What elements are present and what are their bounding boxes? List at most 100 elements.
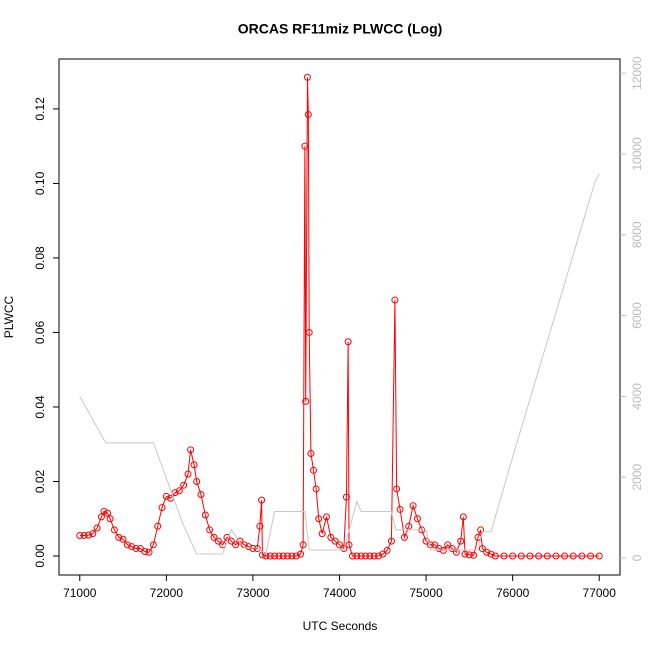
data-point	[310, 466, 318, 474]
plot-frame	[58, 58, 621, 576]
y-tick-label: 0.00	[33, 544, 47, 568]
data-point	[396, 505, 404, 513]
data-point	[284, 552, 292, 560]
data-point	[154, 522, 162, 530]
data-point	[210, 533, 218, 541]
data-point	[361, 552, 369, 560]
data-point	[348, 552, 356, 560]
x-tick-label: 74000	[323, 586, 357, 600]
data-point	[190, 461, 198, 469]
y2-tick-label: 10000	[630, 137, 644, 171]
data-point	[422, 537, 430, 545]
data-point	[391, 296, 399, 304]
data-point	[409, 502, 417, 510]
x-tick-label: 72000	[150, 586, 184, 600]
data-point	[76, 532, 84, 540]
data-point	[297, 550, 305, 558]
data-point	[535, 552, 543, 560]
y-tick-label: 0.08	[33, 246, 47, 270]
data-point	[197, 491, 205, 499]
data-point	[393, 485, 401, 493]
data-point	[477, 526, 485, 534]
data-point	[340, 545, 348, 553]
data-point	[266, 552, 274, 560]
data-point	[193, 477, 201, 485]
data-point	[587, 552, 595, 560]
x-axis-label: UTC Seconds	[303, 619, 378, 633]
data-point	[405, 522, 413, 530]
data-point	[249, 545, 257, 553]
y2-tick-label: 6000	[630, 302, 644, 329]
data-point	[123, 541, 131, 549]
data-point	[184, 470, 192, 478]
data-point	[452, 548, 460, 556]
data-point	[353, 552, 361, 560]
data-point	[342, 493, 350, 501]
data-point	[299, 541, 307, 549]
data-point	[271, 552, 279, 560]
data-point	[292, 552, 300, 560]
data-point	[275, 552, 283, 560]
data-point	[448, 545, 456, 553]
data-point	[256, 522, 264, 530]
data-point	[84, 531, 92, 539]
data-point	[175, 487, 183, 495]
data-point	[435, 545, 443, 553]
data-point	[336, 541, 343, 549]
data-point	[214, 537, 222, 545]
data-point	[457, 537, 465, 545]
data-point	[383, 546, 391, 554]
x-tick-label: 76000	[496, 586, 530, 600]
data-point	[305, 328, 313, 336]
data-point	[327, 533, 335, 541]
data-point	[431, 541, 439, 549]
data-point	[465, 551, 473, 559]
y2-tick-label: 2000	[630, 464, 644, 491]
chart-title: ORCAS RF11miz PLWCC (Log)	[238, 21, 443, 37]
data-point	[487, 550, 495, 558]
data-point	[509, 552, 517, 560]
data-point	[307, 450, 315, 458]
data-point	[110, 526, 118, 534]
data-point	[206, 526, 214, 534]
data-point	[115, 533, 123, 541]
y2-tick-label: 8000	[630, 221, 644, 248]
y-axis-label: PLWCC	[2, 295, 16, 338]
x-tick-label: 73000	[236, 586, 270, 600]
data-point	[370, 552, 378, 560]
data-point	[459, 513, 467, 521]
y-tick-label: 0.02	[33, 469, 47, 493]
data-point	[302, 397, 310, 405]
data-point	[304, 111, 312, 119]
data-point	[318, 530, 326, 538]
data-point	[323, 513, 331, 521]
data-point	[258, 496, 266, 504]
data-point	[552, 552, 560, 560]
data-point	[232, 541, 240, 549]
data-point	[366, 552, 374, 560]
data-point	[158, 504, 166, 512]
data-point	[128, 543, 136, 551]
data-point	[149, 541, 157, 549]
data-point	[279, 552, 287, 560]
data-point	[478, 545, 486, 553]
data-point	[400, 533, 408, 541]
data-point	[561, 552, 569, 560]
data-point	[201, 511, 209, 519]
data-point	[180, 481, 188, 489]
x-tick-label: 77000	[583, 586, 617, 600]
y2-tick-label: 0	[630, 554, 644, 561]
data-point	[89, 530, 97, 538]
series-line	[79, 173, 600, 555]
data-point	[595, 552, 603, 560]
data-point	[106, 515, 114, 523]
data-point	[245, 543, 253, 551]
series-line	[79, 77, 600, 557]
x-tick-label: 71000	[63, 586, 97, 600]
data-point	[93, 524, 101, 532]
data-point	[97, 513, 105, 521]
data-point	[517, 552, 525, 560]
y-tick-label: 0.10	[33, 171, 47, 195]
data-point	[569, 552, 577, 560]
y-tick-label: 0.12	[33, 97, 47, 121]
